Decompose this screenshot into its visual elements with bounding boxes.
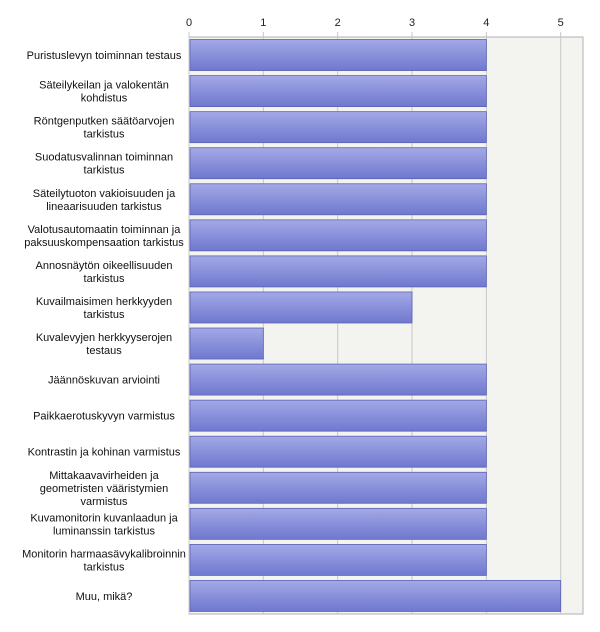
bar	[189, 327, 264, 360]
x-tick-label: 1	[260, 17, 266, 29]
category-label: Säteilykeilan ja valokentän kohdistus	[39, 80, 169, 105]
bars	[189, 39, 562, 612]
x-tick-label: 5	[558, 17, 564, 29]
category-label: Kuvamonitorin kuvanlaadun ja luminanssin …	[30, 512, 178, 537]
category-label: Mittakaavavirheiden ja geometristen vääri…	[40, 470, 168, 508]
category-label: Muu, mikä?	[76, 591, 133, 603]
category-label: Valotusautomaatin toiminnan ja paksuuskom…	[24, 224, 184, 249]
bar	[189, 399, 487, 432]
bar	[189, 543, 487, 576]
category-label: Röntgenputken säätöarvojen tarkistus	[34, 116, 175, 141]
bar	[189, 471, 487, 504]
bar	[189, 39, 487, 71]
x-axis-ticks: 0 1 2 3 4 5	[186, 17, 564, 29]
x-tick-label: 4	[483, 17, 489, 29]
bar	[189, 147, 487, 180]
category-label: Säteilytuoton vakioisuuden ja lineaarisuu…	[33, 188, 176, 213]
category-label: Puristuslevyn toiminnan testaus	[27, 50, 182, 62]
category-label: Paikkaerotuskyvyn varmistus	[33, 411, 175, 423]
bar	[189, 183, 487, 216]
bar	[189, 580, 562, 612]
bar	[189, 507, 487, 540]
x-tick-label: 2	[335, 17, 341, 29]
category-label: Kuvalevyjen herkkyyserojen testaus	[36, 332, 172, 357]
bar	[189, 255, 487, 288]
category-label: Suodatusvalinnan toiminnan tarkistus	[35, 152, 173, 177]
bar	[189, 363, 487, 396]
category-label: Jäännöskuvan arviointi	[48, 375, 160, 387]
category-label: Annosnäytön oikeellisuuden tarkistus	[36, 260, 173, 285]
bar	[189, 219, 487, 252]
bar	[189, 75, 487, 108]
x-tick-label: 3	[409, 17, 415, 29]
category-label: Kuvailmaisimen herkkyyden tarkistus	[36, 296, 172, 321]
category-labels: Puristuslevyn toiminnan testaus Säteilyke…	[22, 50, 186, 603]
bar	[189, 291, 413, 324]
category-label: Kontrastin ja kohinan varmistus	[28, 447, 181, 459]
category-label: Monitorin harmaasävykalibroinnin tarkistu…	[22, 548, 186, 573]
x-tick-label: 0	[186, 17, 192, 29]
bar	[189, 435, 487, 468]
bar	[189, 111, 487, 144]
